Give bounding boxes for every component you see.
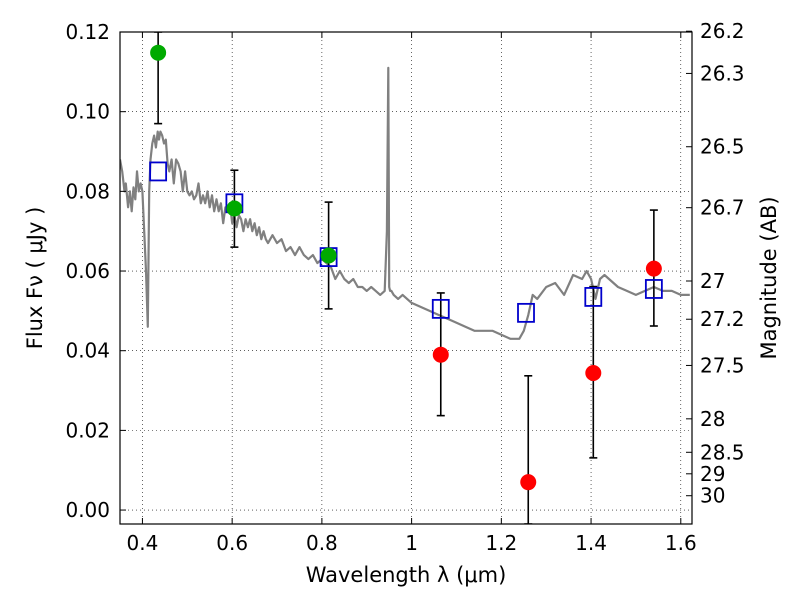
- model-photometry-square: [431, 298, 450, 319]
- y-tick-label: 0.04: [65, 339, 110, 363]
- x-tick-label: 1: [405, 531, 418, 555]
- x-tick-label: 0.6: [216, 531, 248, 555]
- magnitude-tick-label: 27.5: [700, 353, 745, 377]
- x-tick-label: 0.8: [306, 531, 338, 555]
- x-tick-label: 1.2: [485, 531, 517, 555]
- non-detection-point: [520, 474, 537, 491]
- marker-layer: [149, 44, 663, 491]
- magnitude-tick-label: 28: [700, 407, 725, 431]
- y-axis-ticks: 0.00 0.02 0.04 0.06 0.08 0.10 0.12: [65, 20, 126, 522]
- magnitude-tick-label: 28.5: [700, 440, 745, 464]
- detection-point: [150, 44, 167, 61]
- y-tick-label: 0.10: [65, 100, 110, 124]
- model-spectrum-line: [120, 66, 690, 340]
- spectrum-layer: [120, 66, 690, 340]
- x-tick-label: 1.4: [575, 531, 607, 555]
- magnitude-tick-label: 30: [700, 484, 725, 508]
- magnitude-tick-label: 26.2: [700, 19, 745, 43]
- magnitude-tick-label: 27.2: [700, 307, 745, 331]
- magnitude-tick-label: 26.3: [700, 61, 745, 85]
- y-tick-label: 0.12: [65, 20, 110, 44]
- non-detection-point: [585, 365, 602, 382]
- magnitude-tick-label: 26.7: [700, 196, 745, 220]
- non-detection-point: [432, 346, 449, 363]
- x-axis-label: Wavelength λ (μm): [306, 563, 507, 587]
- detection-point: [226, 200, 243, 217]
- x-axis-ticks: 0.4 0.6 0.8 1 1.2 1.4 1.6: [127, 32, 697, 555]
- y-axis-label: Flux Fν ( μJy ): [23, 207, 47, 350]
- magnitude-axis-label: Magnitude (AB): [757, 196, 781, 359]
- magnitude-tick-label: 26.5: [700, 135, 745, 159]
- plot-area: [120, 32, 690, 524]
- y-tick-label: 0.06: [65, 259, 110, 283]
- x-tick-label: 1.6: [665, 531, 697, 555]
- y-tick-label: 0.02: [65, 418, 110, 442]
- grid: [120, 31, 692, 524]
- model-photometry-square: [517, 302, 535, 323]
- non-detection-point: [645, 260, 662, 277]
- model-photometry-square: [149, 161, 168, 182]
- model-photometry-square: [644, 279, 663, 299]
- x-tick-label: 0.4: [127, 531, 159, 555]
- y-tick-label: 0.00: [65, 498, 110, 522]
- model-photometry-square: [584, 287, 603, 307]
- magnitude-tick-label: 27: [700, 269, 725, 293]
- detection-point: [320, 247, 337, 264]
- y-tick-label: 0.08: [65, 179, 110, 203]
- plot-frame: [119, 31, 693, 525]
- magnitude-tick-label: 29: [700, 462, 725, 486]
